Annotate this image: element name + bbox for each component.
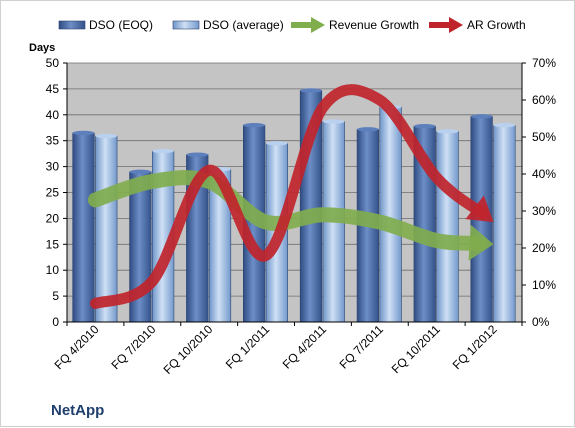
series-line	[87, 170, 488, 251]
bar	[379, 106, 402, 323]
x-tick-label: FQ 4/2010	[52, 322, 102, 372]
y-axis-title: Days	[29, 42, 55, 54]
y-tick-label: 35	[46, 134, 60, 148]
y2-tick-label: 0%	[532, 315, 550, 329]
legend: DSO (EOQ) DSO (average) Revenue Growth AR G…	[58, 17, 526, 33]
series-arrowhead	[468, 224, 494, 261]
y2-tick-label: 30%	[532, 204, 556, 218]
bar	[95, 135, 118, 323]
y-tick-label: 20	[46, 211, 60, 225]
y2-tick-label: 70%	[532, 56, 556, 70]
bar-cap	[413, 123, 436, 129]
y-tick-label: 5	[52, 289, 59, 303]
y2-tick-label: 60%	[532, 93, 556, 107]
legend-item: DSO (average)	[172, 18, 284, 32]
bar-cap	[470, 114, 493, 119]
x-tick-label: FQ 1/2012	[450, 322, 500, 372]
bar-cap	[436, 129, 459, 134]
brand-label: NetApp	[51, 402, 104, 419]
x-tick-label: FQ 10/2010	[161, 322, 216, 377]
y-tick-label: 15	[46, 237, 60, 251]
y-tick-label: 25	[46, 186, 60, 200]
legend-item: DSO (EOQ)	[58, 18, 153, 32]
bar-cap	[322, 119, 345, 124]
bar-cap	[129, 169, 152, 174]
x-tick-label: FQ 7/2011	[337, 322, 387, 372]
y2-tick-label: 20%	[532, 241, 556, 255]
bar	[436, 131, 459, 323]
x-tick-label: FQ 1/2011	[223, 322, 273, 372]
legend-arrowhead	[311, 17, 325, 33]
legend-label: DSO (EOQ)	[89, 18, 153, 32]
legend-swatch	[172, 20, 200, 30]
y-tick-label: 0	[52, 315, 59, 329]
y-tick-label: 30	[46, 160, 60, 174]
bar-cap	[357, 127, 379, 132]
legend-label: Revenue Growth	[329, 18, 419, 32]
y2-tick-label: 10%	[532, 278, 556, 292]
bar-cap	[243, 122, 265, 128]
y-tick-label: 10	[46, 263, 60, 277]
y-tick-label: 45	[46, 82, 60, 96]
legend-label: AR Growth	[467, 18, 526, 32]
bar-cap	[152, 148, 174, 154]
bar-cap	[95, 133, 118, 139]
legend-label: DSO (average)	[203, 18, 284, 32]
legend-arrowhead	[449, 17, 463, 33]
bar-cap	[266, 141, 288, 146]
y2-tick-label: 50%	[532, 130, 556, 144]
x-tick-label: FQ 10/2011	[389, 322, 443, 376]
bar	[72, 132, 95, 323]
bar-cap	[72, 130, 95, 136]
legend-item: Revenue Growth	[291, 17, 419, 33]
x-tick-label: FQ 7/2010	[108, 322, 158, 372]
plot-area: 0 5 10 15 20 25 30 35 40 45 50 0% 10% 20% 30% 40% 50% 60%…	[46, 56, 557, 377]
legend-item: AR Growth	[429, 17, 526, 33]
y-tick-label: 40	[46, 108, 60, 122]
legend-swatch	[58, 20, 86, 30]
x-tick-label: FQ 4/2011	[280, 322, 330, 372]
y2-tick-label: 40%	[532, 167, 556, 181]
bar-cap	[300, 88, 322, 93]
bar-cap	[186, 152, 209, 157]
series-arrowhead	[465, 195, 494, 223]
y-tick-label: 50	[46, 56, 60, 70]
series-line	[89, 84, 489, 309]
bar-cap	[493, 122, 516, 128]
bar	[493, 124, 516, 323]
